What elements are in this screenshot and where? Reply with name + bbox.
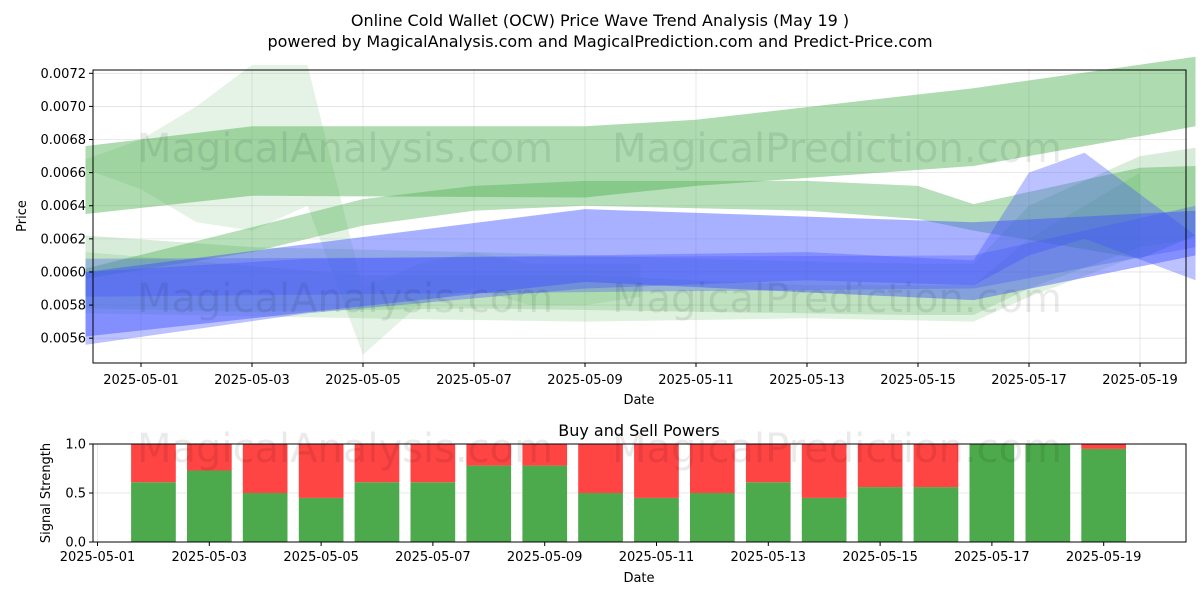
sell-bar (354, 444, 400, 483)
watermark-bottom-right: MagicalPrediction.com (612, 426, 1062, 472)
top-x-tick-label: 2025-05-11 (658, 373, 734, 388)
price-band-green-1 (85, 56, 1196, 214)
price-band-green-3 (85, 65, 641, 355)
buy-bar (745, 482, 791, 542)
bottom-x-tick-label: 2025-05-11 (619, 550, 695, 565)
sell-bar (634, 444, 679, 498)
top-y-tick-label: 0.0066 (41, 166, 87, 181)
bottom-x-tick-label: 2025-05-07 (395, 550, 471, 565)
bottom-bars (131, 444, 1126, 542)
top-x-tick-label: 2025-05-07 (436, 373, 512, 388)
watermark-top-right: MagicalPrediction.com (612, 126, 1062, 172)
top-y-ticks: 0.0056 0.0058 0.0060 0.0062 0.0064 0.0066 0.00… (41, 67, 93, 347)
sell-bar (410, 444, 456, 483)
price-band-green-4 (85, 147, 1196, 315)
bottom-x-ticks: 2025-05-01 2025-05-03 2025-05-05 2025-05-07… (60, 542, 1142, 565)
top-x-tick-label: 2025-05-09 (547, 373, 623, 388)
bottom-x-tick-label: 2025-05-15 (842, 550, 918, 565)
buy-bar (690, 493, 735, 542)
sell-bar (1081, 444, 1126, 449)
bottom-y-ticks: 0.0 0.5 1.0 (65, 438, 93, 551)
bottom-x-tick-label: 2025-05-09 (507, 550, 583, 565)
top-x-tick-label: 2025-05-05 (325, 373, 401, 388)
buy-bar (634, 497, 679, 542)
buy-bar (969, 444, 1015, 542)
bottom-plot: Buy and Sell Powers MagicalAnalysis.com … (39, 421, 1187, 586)
top-x-tick-label: 2025-05-19 (1102, 373, 1178, 388)
buy-bar (298, 497, 344, 542)
bottom-x-tick-label: 2025-05-19 (1066, 550, 1142, 565)
watermark-top-left: MagicalAnalysis.com (137, 126, 553, 172)
buy-bar (522, 465, 568, 542)
sell-bar (578, 444, 623, 493)
top-y-tick-label: 0.0060 (41, 265, 87, 280)
price-band-green-2 (85, 166, 1196, 279)
buy-bar (857, 487, 903, 542)
top-y-tick-label: 0.0056 (41, 332, 87, 347)
price-band-blue-7 (85, 152, 1196, 345)
buy-bar (242, 493, 288, 542)
top-y-tick-label: 0.0058 (41, 299, 87, 314)
sell-bar (690, 444, 735, 493)
top-y-tick-label: 0.0072 (41, 67, 87, 82)
top-x-tick-label: 2025-05-03 (214, 373, 290, 388)
buy-bar (1025, 444, 1071, 542)
sell-bar (745, 444, 791, 483)
buy-bar (466, 465, 512, 542)
top-x-tick-label: 2025-05-01 (103, 373, 179, 388)
watermark-mid-right: MagicalPrediction.com (612, 276, 1062, 322)
bottom-y-tick-label: 0.5 (65, 487, 86, 502)
top-bands (85, 56, 1196, 355)
bottom-x-tick-label: 2025-05-17 (954, 550, 1030, 565)
top-x-ticks: 2025-05-01 2025-05-03 2025-05-05 2025-05-07… (103, 363, 1178, 388)
sell-bar (242, 444, 288, 493)
sell-bar (187, 444, 232, 471)
chart-subtitle: powered by MagicalAnalysis.com and Magic… (267, 32, 932, 51)
top-y-tick-label: 0.0068 (41, 133, 87, 148)
top-x-tick-label: 2025-05-13 (769, 373, 845, 388)
watermark-mid-left: MagicalAnalysis.com (137, 276, 553, 322)
buy-bar (410, 482, 456, 542)
top-plot: MagicalAnalysis.com MagicalPrediction.co… (15, 56, 1196, 408)
sell-bar (466, 444, 512, 466)
top-x-axis-label: Date (623, 393, 654, 408)
top-y-tick-label: 0.0064 (41, 199, 87, 214)
price-band-green-5 (85, 172, 1140, 322)
top-plot-frame (92, 69, 1187, 364)
sell-bar (913, 444, 959, 488)
bottom-y-axis-label: Signal Strength (39, 443, 54, 543)
buy-bar (354, 482, 400, 542)
bottom-x-tick-label: 2025-05-13 (731, 550, 807, 565)
watermark-bottom-left: MagicalAnalysis.com (137, 426, 553, 472)
buy-bar (131, 482, 176, 542)
top-y-tick-label: 0.0070 (41, 100, 87, 115)
buy-bar (913, 487, 959, 542)
top-y-tick-label: 0.0062 (41, 232, 87, 247)
bottom-x-tick-label: 2025-05-03 (172, 550, 248, 565)
price-band-blue-8 (85, 205, 1196, 297)
top-y-axis-label: Price (15, 200, 30, 232)
bottom-y-tick-label: 0.0 (65, 536, 86, 551)
top-x-tick-label: 2025-05-15 (880, 373, 956, 388)
bottom-y-tick-label: 1.0 (65, 438, 86, 453)
top-grid (93, 70, 1186, 363)
sell-bar (522, 444, 568, 466)
buy-bar (801, 497, 847, 542)
bottom-x-axis-label: Date (623, 571, 654, 586)
price-band-blue-6 (85, 209, 1196, 337)
bottom-x-tick-label: 2025-05-01 (60, 550, 136, 565)
top-x-tick-label: 2025-05-17 (991, 373, 1067, 388)
bottom-chart-title: Buy and Sell Powers (558, 421, 720, 440)
sell-bar (857, 444, 903, 488)
buy-bar (578, 493, 623, 542)
buy-bar (1081, 448, 1126, 542)
chart-title: Online Cold Wallet (OCW) Price Wave Tren… (351, 11, 849, 30)
sell-bar (131, 444, 176, 483)
sell-bar (801, 444, 847, 498)
bottom-x-tick-label: 2025-05-05 (283, 550, 359, 565)
buy-bar (187, 470, 232, 542)
sell-bar (298, 444, 344, 498)
